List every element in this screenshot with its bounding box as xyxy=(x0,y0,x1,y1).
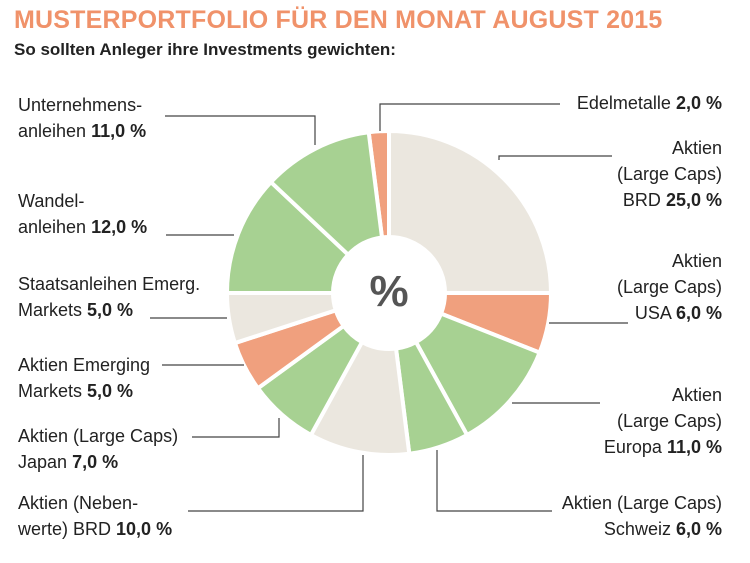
leader-line xyxy=(188,455,364,512)
slice-label-text: BRD xyxy=(622,190,661,210)
slice-label-line: Markets 5,0 % xyxy=(18,378,150,404)
slice-label-line: Aktien xyxy=(617,135,722,161)
slice-label-text: Japan xyxy=(18,452,68,472)
slice-label-line: Schweiz 6,0 % xyxy=(562,516,722,542)
slice-label-line: anleihen 12,0 % xyxy=(18,214,147,240)
slice-label-text: Aktien xyxy=(671,385,722,405)
slice-label-text: Markets xyxy=(18,381,83,401)
slice-label-line: Wandel- xyxy=(18,188,147,214)
leader-line xyxy=(498,155,612,160)
chart-title: MUSTERPORTFOLIO FÜR DEN MONAT AUGUST 201… xyxy=(14,6,663,34)
slice-value: 12,0 % xyxy=(91,217,148,237)
slice-label-text: Aktien Emerging xyxy=(18,355,151,375)
slice-label-line: Staatsanleihen Emerg. xyxy=(18,271,200,297)
slice-label-text: USA xyxy=(634,303,671,323)
slice-label-line: Aktien xyxy=(604,382,722,408)
slice-label: Aktien Emerging Markets 5,0 % xyxy=(18,352,150,404)
slice-label-text: Edelmetalle xyxy=(576,93,671,113)
slice-label-text: anleihen xyxy=(18,217,87,237)
slice-label-text: Schweiz xyxy=(603,519,671,539)
slice-label-line: Aktien Emerging xyxy=(18,352,150,378)
center-percent-label: % xyxy=(369,267,408,316)
slice-label-line: (Large Caps) xyxy=(617,161,722,187)
slice-label-text: Aktien xyxy=(671,138,722,158)
slice-value: 25,0 % xyxy=(665,190,722,210)
slice-value: 7,0 % xyxy=(72,452,119,472)
slice-label-line: Aktien (Large Caps) xyxy=(18,423,178,449)
slice-label-text: Wandel- xyxy=(18,191,85,211)
slice-label-line: BRD 25,0 % xyxy=(617,187,722,213)
slice-label: Aktien (Large Caps) Europa 11,0 % xyxy=(604,382,722,460)
slice-label-line: werte) BRD 10,0 % xyxy=(18,516,172,542)
slice-label-text: Aktien (Neben- xyxy=(18,493,139,513)
slice-label-text: Europa xyxy=(603,437,662,457)
slice-value: 5,0 % xyxy=(87,300,134,320)
donut-slice xyxy=(225,180,351,295)
slice-label-line: Edelmetalle 2,0 % xyxy=(577,90,722,116)
slice-label-line: (Large Caps) xyxy=(604,408,722,434)
slice-value: 6,0 % xyxy=(675,519,722,539)
slice-label: Staatsanleihen Emerg. Markets 5,0 % xyxy=(18,271,200,323)
slice-label-line: anleihen 11,0 % xyxy=(18,118,146,144)
leader-line xyxy=(436,450,552,512)
slice-label-text: (Large Caps) xyxy=(616,411,722,431)
slice-label: Aktien (Large Caps) BRD 25,0 % xyxy=(617,135,722,213)
slice-value: 11,0 % xyxy=(91,121,147,141)
leader-line xyxy=(165,115,316,145)
leader-lines xyxy=(150,103,628,512)
slice-label: Aktien (Large Caps) Japan 7,0 % xyxy=(18,423,178,475)
slice-label-text: werte) BRD xyxy=(18,519,112,539)
slice-label: Edelmetalle 2,0 % xyxy=(577,90,722,116)
slice-value: 10,0 % xyxy=(116,519,173,539)
slice-label: Aktien (Large Caps) Schweiz 6,0 % xyxy=(562,490,722,542)
slice-label-text: Aktien (Large Caps) xyxy=(18,426,179,446)
slice-value: 11,0 % xyxy=(666,437,722,457)
slice-label-line: Unternehmens- xyxy=(18,92,146,118)
slice-label-line: Europa 11,0 % xyxy=(604,434,722,460)
slice-label-text: (Large Caps) xyxy=(616,164,722,184)
slice-label: Unternehmens-anleihen 11,0 % xyxy=(18,92,146,144)
slice-label-line: Aktien xyxy=(617,248,722,274)
slice-label-line: Aktien (Neben- xyxy=(18,490,172,516)
leader-line xyxy=(379,103,560,131)
slice-value: 5,0 % xyxy=(87,381,134,401)
slice-label-line: Markets 5,0 % xyxy=(18,297,200,323)
donut-slice xyxy=(387,129,553,295)
slice-label-line: (Large Caps) xyxy=(617,274,722,300)
slice-label-line: Aktien (Large Caps) xyxy=(562,490,722,516)
slice-value: 2,0 % xyxy=(675,93,722,113)
slice-label-text: Staatsanleihen Emerg. xyxy=(18,274,201,294)
slice-label-text: anleihen xyxy=(18,121,87,141)
slice-value: 6,0 % xyxy=(675,303,722,323)
slice-label: Wandel-anleihen 12,0 % xyxy=(18,188,147,240)
donut-slices xyxy=(225,129,553,457)
slice-label-text: Aktien xyxy=(671,251,722,271)
slice-label-text: Markets xyxy=(18,300,83,320)
slice-label-text: Unternehmens- xyxy=(18,95,143,115)
slice-label-text: (Large Caps) xyxy=(616,277,722,297)
slice-label: Aktien (Neben-werte) BRD 10,0 % xyxy=(18,490,172,542)
slice-label-line: Japan 7,0 % xyxy=(18,449,178,475)
slice-label-text: Aktien (Large Caps) xyxy=(561,493,722,513)
leader-line xyxy=(192,418,280,438)
slice-label-line: USA 6,0 % xyxy=(617,300,722,326)
chart-subtitle: So sollten Anleger ihre Investments gewi… xyxy=(14,40,396,59)
slice-label: Aktien (Large Caps) USA 6,0 % xyxy=(617,248,722,326)
donut-slice xyxy=(268,130,384,257)
